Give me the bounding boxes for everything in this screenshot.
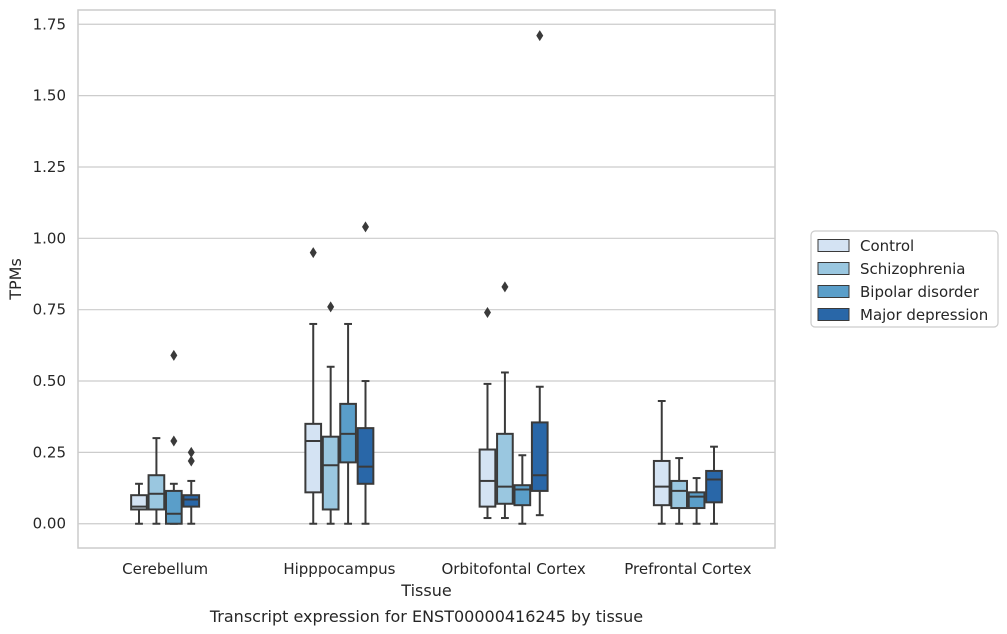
box-bipolar-disorder	[164, 349, 183, 525]
box-bipolar-disorder	[687, 477, 706, 525]
outlier-point	[187, 455, 195, 467]
outlier-point	[170, 349, 178, 361]
legend-swatch	[817, 285, 850, 298]
box-schizophrenia	[496, 281, 514, 520]
box-body	[705, 469, 723, 504]
box-control	[130, 482, 148, 525]
box-control	[478, 307, 497, 520]
box-control	[652, 400, 671, 525]
legend-swatch	[817, 308, 850, 321]
legend-frame	[810, 230, 999, 328]
plot-frame	[77, 9, 776, 549]
box-body	[147, 474, 166, 511]
y-tick-label: 0.25	[33, 443, 66, 461]
legend-label: Major depression	[860, 306, 988, 324]
x-tick-label: Cerebellum	[122, 560, 208, 578]
outlier-point	[187, 446, 195, 458]
chart-caption: Transcript expression for ENST0000041624…	[209, 607, 643, 626]
legend-label: Control	[860, 237, 914, 255]
box-bipolar-disorder	[513, 454, 532, 525]
box-schizophrenia	[321, 301, 340, 525]
outlier-point	[362, 221, 370, 233]
outlier-point	[483, 307, 491, 319]
outlier-point	[536, 30, 544, 42]
box-major-depression	[182, 446, 201, 525]
grid-lines	[78, 23, 775, 525]
box-body	[478, 448, 497, 508]
box-major-depression	[705, 445, 723, 525]
legend: Control Schizophrenia Bipolar disorder Majo…	[810, 230, 999, 328]
box-body	[321, 435, 340, 511]
x-tick-labels: Cerebellum Hipppocampus Orbitofontal Corte…	[122, 560, 751, 578]
outlier-point	[309, 247, 317, 259]
box-major-depression	[356, 221, 375, 525]
box-body	[670, 479, 689, 510]
box-body	[652, 459, 671, 507]
box-body	[182, 494, 201, 508]
box-body	[513, 484, 532, 507]
y-axis-label: TPMs	[6, 258, 25, 301]
y-tick-label: 1.75	[33, 15, 66, 33]
legend-swatch	[817, 262, 850, 275]
x-tick-label: Orbitofontal Cortex	[442, 560, 586, 578]
box-body	[164, 489, 183, 525]
y-tick-label: 0.00	[33, 515, 66, 533]
y-tick-label: 1.25	[33, 158, 66, 176]
legend-label: Bipolar disorder	[860, 283, 980, 301]
box-schizophrenia	[147, 437, 166, 525]
y-tick-label: 0.50	[33, 372, 66, 390]
box-major-depression	[530, 30, 549, 517]
y-tick-label: 1.00	[33, 229, 66, 247]
y-tick-label: 0.75	[33, 301, 66, 319]
legend-label: Schizophrenia	[860, 260, 965, 278]
box-bipolar-disorder	[339, 322, 357, 525]
legend-swatch	[817, 239, 850, 252]
x-axis-label: Tissue	[400, 581, 451, 600]
boxes	[130, 30, 723, 525]
y-tick-label: 1.50	[33, 87, 66, 105]
x-tick-label: Prefrontal Cortex	[624, 560, 751, 578]
box-control	[304, 247, 323, 525]
x-tick-label: Hipppocampus	[283, 560, 395, 578]
box-body	[530, 421, 549, 492]
box-body	[687, 491, 706, 510]
outlier-point	[327, 301, 335, 313]
outlier-point	[501, 281, 509, 293]
outlier-point	[170, 435, 178, 447]
box-body	[356, 427, 375, 485]
box-body	[304, 422, 323, 494]
box-schizophrenia	[670, 457, 689, 525]
y-tick-labels: 0.00 0.25 0.50 0.75 1.00 1.25 1.50 1.75	[33, 15, 66, 532]
box-body	[496, 432, 514, 505]
